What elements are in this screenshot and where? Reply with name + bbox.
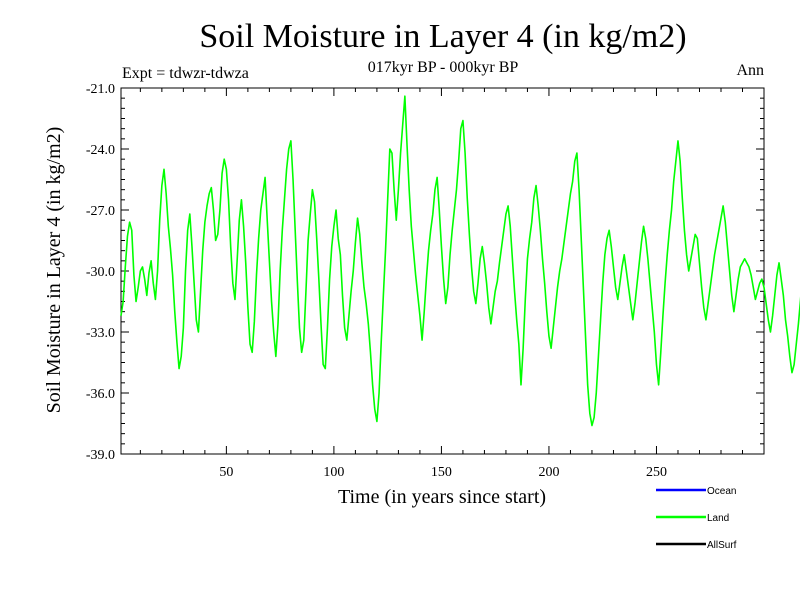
series-line-land bbox=[120, 95, 800, 427]
x-axis-label: Time (in years since start) bbox=[338, 486, 546, 508]
x-axis-ticks: 50 100 150 200 250 bbox=[139, 88, 765, 480]
y-tick-label: -27.0 bbox=[86, 204, 115, 219]
x-tick-label: 50 bbox=[219, 465, 233, 480]
legend-label-allsurf: AllSurf bbox=[707, 540, 737, 551]
y-tick-label: -30.0 bbox=[86, 265, 115, 280]
y-tick-label: -33.0 bbox=[86, 326, 115, 341]
y-axis-ticks: -39.0 -36.0 -33.0 -30.0 -27.0 -24.0 -21.0 bbox=[86, 82, 764, 463]
chart-subtitle: 017kyr BP - 000kyr BP bbox=[368, 59, 519, 76]
legend-label-ocean: Ocean bbox=[707, 486, 736, 497]
x-tick-label: 100 bbox=[323, 465, 344, 480]
y-tick-label: -24.0 bbox=[86, 143, 115, 158]
x-tick-label: 250 bbox=[646, 465, 667, 480]
series-layer bbox=[120, 95, 800, 427]
experiment-label: Expt = tdwzr-tdwza bbox=[122, 65, 249, 82]
legend-label-land: Land bbox=[707, 513, 729, 524]
chart-title: Soil Moisture in Layer 4 (in kg/m2) bbox=[199, 18, 686, 55]
x-tick-label: 200 bbox=[538, 465, 559, 480]
season-label: Ann bbox=[736, 62, 764, 79]
y-tick-label: -36.0 bbox=[86, 387, 115, 402]
legend: Ocean Land AllSurf bbox=[656, 486, 737, 551]
x-tick-label: 150 bbox=[431, 465, 452, 480]
y-axis-label: Soil Moisture in Layer 4 (in kg/m2) bbox=[43, 127, 65, 414]
y-tick-label: -21.0 bbox=[86, 82, 115, 97]
y-tick-label: -39.0 bbox=[86, 448, 115, 463]
